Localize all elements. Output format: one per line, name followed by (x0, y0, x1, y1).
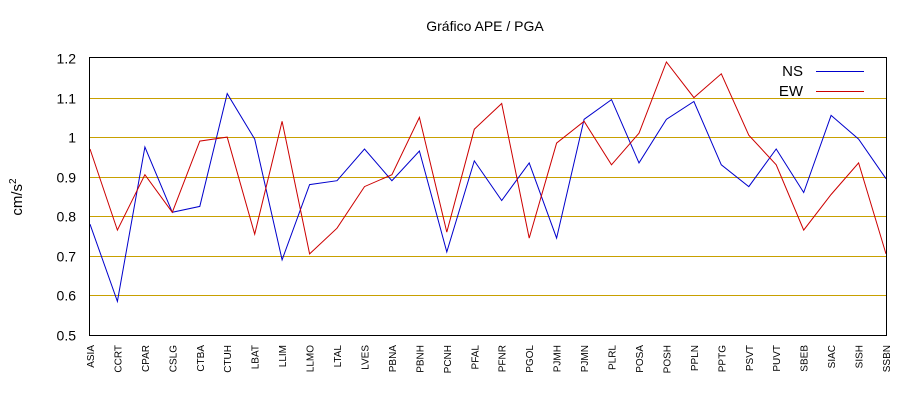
series-line-ew (89, 60, 887, 255)
grid-lines (90, 98, 886, 296)
x-axis-ticks: ASIA CCRT CPAR CSLG CTBA CTUH LBAT LLIM LLMO LTAL… (86, 345, 893, 374)
x-tick-label: PPLN (690, 345, 701, 371)
y-axis-label-unit: cm/s (9, 184, 26, 216)
y-tick-label: 1 (68, 130, 76, 146)
y-tick-label: 0.7 (57, 249, 77, 265)
y-axis-label: cm/s2 (8, 178, 26, 216)
y-tick-label: 0.8 (57, 209, 77, 225)
x-tick-label: POSA (635, 345, 646, 373)
x-tick-label: LVES (360, 345, 371, 370)
x-tick-label: CPAR (141, 345, 152, 372)
x-tick-label: SSBN (882, 345, 893, 372)
x-tick-label: SBEB (800, 345, 811, 372)
y-axis-ticks: 0.5 0.6 0.7 0.8 0.9 1 1.1 1.2 (57, 51, 77, 344)
x-tick-label: CCRT (113, 345, 124, 373)
y-tick-label: 1.2 (57, 51, 77, 67)
x-tick-label: PCNH (443, 345, 454, 373)
x-tick-label: PFNR (498, 345, 509, 372)
x-tick-label: CSLG (168, 345, 179, 372)
x-tick-label: SIAC (827, 345, 838, 368)
x-tick-label: PSVT (745, 345, 756, 371)
x-tick-label: PJMH (553, 345, 564, 372)
y-tick-label: 0.6 (57, 288, 77, 304)
series-line-ns (89, 92, 887, 304)
x-tick-label: LTAL (333, 345, 344, 368)
x-tick-label: PUVT (772, 345, 783, 372)
x-tick-label: LLMO (306, 345, 317, 372)
x-tick-label: SISH (855, 345, 866, 368)
x-tick-label: LLIM (278, 345, 289, 367)
x-tick-label: PGOL (525, 345, 536, 373)
chart-title: Gráfico APE / PGA (426, 18, 544, 34)
x-tick-label: PPTG (717, 345, 728, 372)
x-tick-label: CTUH (223, 345, 234, 373)
y-tick-label: 1.1 (57, 91, 77, 107)
x-tick-label: CTBA (196, 345, 207, 372)
x-tick-label: PBNA (388, 345, 399, 373)
legend-label-ns: NS (782, 63, 803, 80)
x-tick-label: PJMN (580, 345, 591, 372)
x-tick-label: PFAL (470, 345, 481, 370)
y-axis-label-superscript: 2 (8, 178, 19, 184)
y-tick-label: 0.5 (57, 328, 77, 344)
plot-frame (89, 57, 887, 336)
legend-label-ew: EW (779, 83, 804, 100)
legend: NS EW (779, 63, 864, 100)
series-lines (89, 60, 887, 304)
x-tick-label: LBAT (251, 345, 262, 369)
x-tick-label: ASIA (86, 345, 97, 368)
y-tick-label: 0.9 (57, 170, 77, 186)
x-tick-label: POSH (662, 345, 673, 373)
x-tick-label: PBNH (415, 345, 426, 373)
x-tick-label: PLRL (608, 345, 619, 370)
